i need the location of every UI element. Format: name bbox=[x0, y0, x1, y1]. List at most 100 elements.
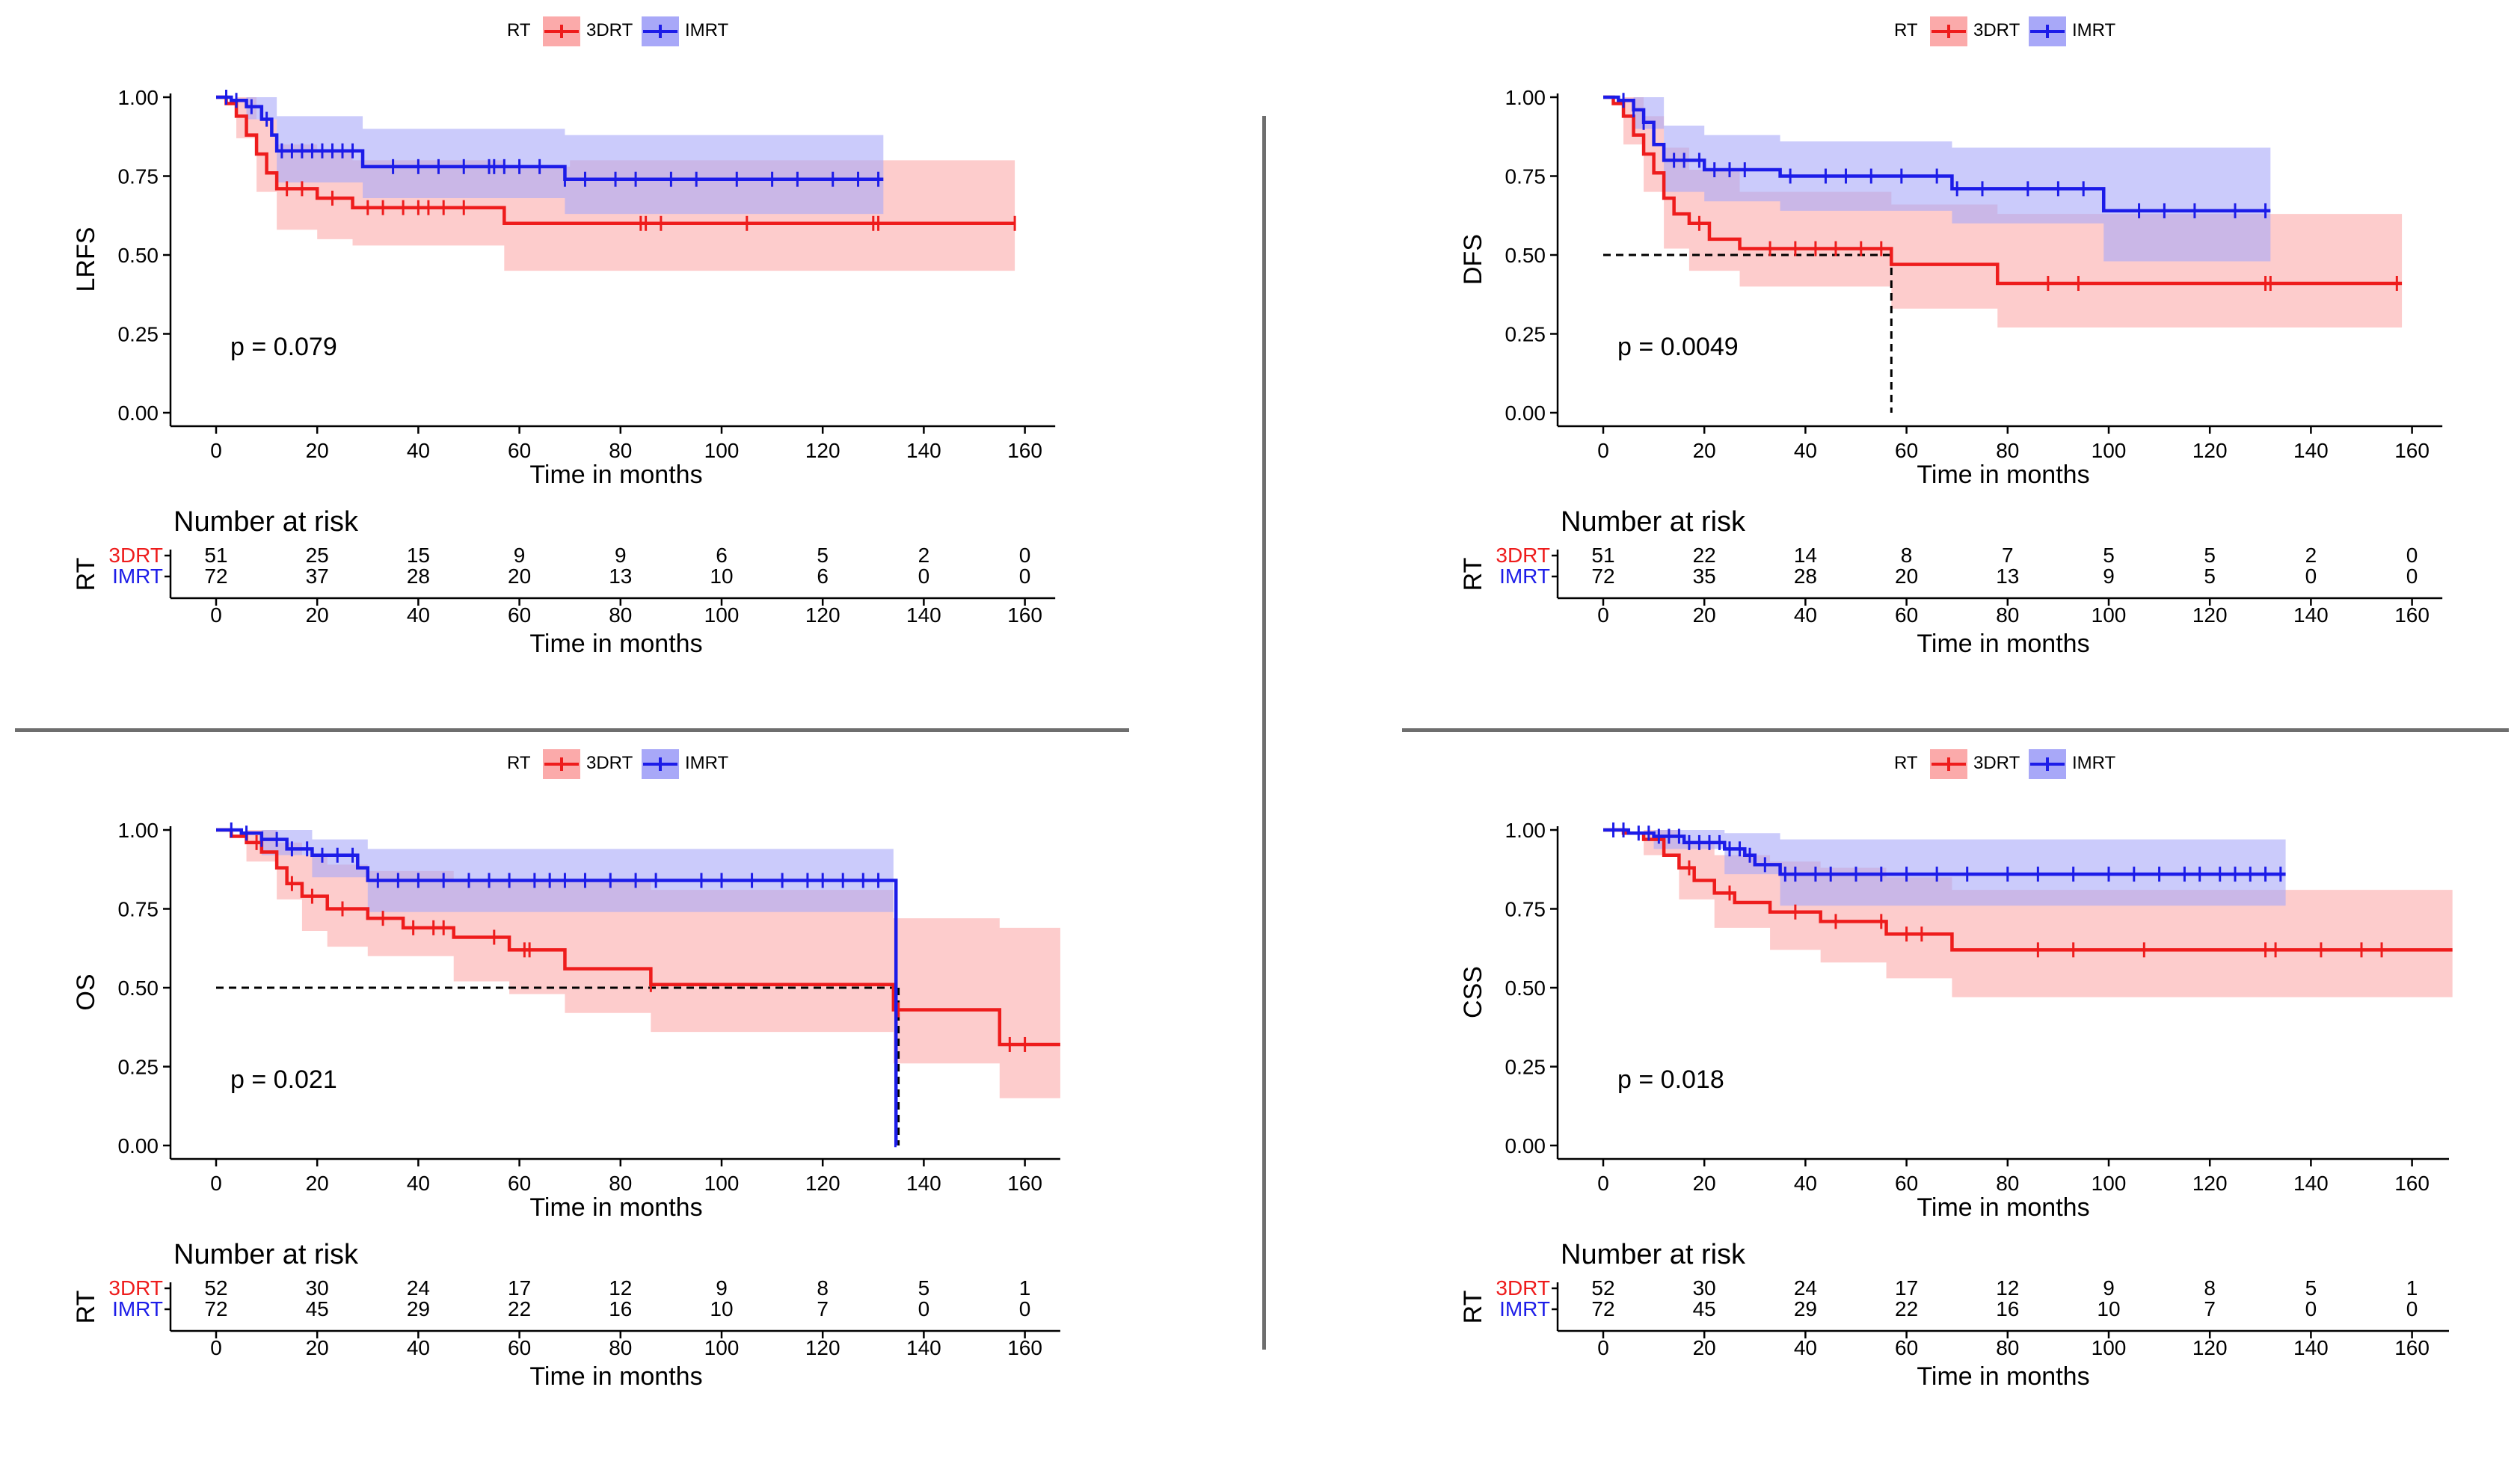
risk-x-tick-label: 0 bbox=[210, 603, 222, 627]
risk-count-3drt: 30 bbox=[1693, 1276, 1716, 1300]
risk-count-3drt: 1 bbox=[1019, 1276, 1031, 1300]
risk-count-imrt: 0 bbox=[2406, 1297, 2418, 1320]
risk-count-3drt: 52 bbox=[1591, 1276, 1614, 1300]
risk-x-tick-label: 0 bbox=[210, 1336, 222, 1359]
risk-row-label-imrt: IMRT bbox=[1499, 565, 1550, 588]
legend-label-imrt: IMRT bbox=[685, 20, 729, 40]
risk-x-tick-label: 40 bbox=[1794, 603, 1817, 627]
risk-count-imrt: 0 bbox=[918, 1297, 930, 1320]
risk-count-3drt: 12 bbox=[609, 1276, 632, 1300]
risk-count-3drt: 8 bbox=[817, 1276, 829, 1300]
risk-count-3drt: 30 bbox=[306, 1276, 329, 1300]
x-tick-label: 40 bbox=[1794, 1172, 1817, 1195]
risk-x-tick-label: 140 bbox=[2293, 603, 2329, 627]
risk-count-3drt: 2 bbox=[2305, 544, 2317, 567]
risk-x-tick-label: 80 bbox=[609, 1336, 632, 1359]
risk-x-tick-label: 20 bbox=[1693, 1336, 1716, 1359]
y-tick-label: 0.25 bbox=[1505, 1056, 1546, 1079]
legend-label-3drt: 3DRT bbox=[586, 753, 633, 773]
risk-row-label-3drt: 3DRT bbox=[1496, 1276, 1550, 1300]
risk-x-axis-title: Time in months bbox=[1917, 630, 2089, 658]
x-tick-label: 140 bbox=[906, 439, 941, 462]
right-horizontal-divider bbox=[1402, 728, 2509, 732]
risk-count-imrt: 29 bbox=[407, 1297, 430, 1320]
x-tick-label: 140 bbox=[906, 1172, 941, 1195]
legend-title: RT bbox=[507, 753, 531, 773]
y-tick-label: 0.00 bbox=[1505, 1134, 1546, 1157]
risk-table-ylabel: RT bbox=[72, 558, 100, 591]
x-tick-label: 160 bbox=[1007, 1172, 1042, 1195]
x-tick-label: 120 bbox=[805, 1172, 840, 1195]
x-tick-label: 100 bbox=[2092, 1172, 2127, 1195]
risk-row-label-imrt: IMRT bbox=[112, 565, 163, 588]
x-tick-label: 0 bbox=[210, 439, 222, 462]
risk-count-3drt: 9 bbox=[615, 544, 627, 567]
risk-count-imrt: 10 bbox=[2097, 1297, 2120, 1320]
risk-count-imrt: 13 bbox=[609, 565, 632, 588]
risk-count-3drt: 51 bbox=[204, 544, 227, 567]
legend: RT 3DRT IMRT bbox=[507, 749, 729, 779]
p-value: p = 0.021 bbox=[230, 1065, 337, 1094]
risk-count-imrt: 6 bbox=[817, 565, 829, 588]
risk-count-imrt: 16 bbox=[1996, 1297, 2019, 1320]
risk-count-imrt: 5 bbox=[2204, 565, 2216, 588]
risk-x-tick-label: 140 bbox=[906, 603, 941, 627]
risk-table-title: Number at risk bbox=[1561, 506, 1746, 538]
y-tick-label: 0.25 bbox=[118, 323, 159, 346]
risk-count-imrt: 0 bbox=[1019, 565, 1031, 588]
risk-count-3drt: 12 bbox=[1996, 1276, 2019, 1300]
y-axis-title: CSS bbox=[1459, 966, 1487, 1018]
risk-count-imrt: 28 bbox=[1794, 565, 1817, 588]
x-tick-label: 80 bbox=[609, 1172, 632, 1195]
risk-table-ylabel: RT bbox=[1459, 558, 1487, 591]
legend: RT 3DRT IMRT bbox=[1894, 16, 2116, 46]
ci-band-imrt bbox=[216, 830, 894, 912]
legend-label-3drt: 3DRT bbox=[1973, 20, 2020, 40]
risk-x-tick-label: 20 bbox=[306, 1336, 329, 1359]
risk-count-imrt: 20 bbox=[508, 565, 531, 588]
legend-title: RT bbox=[1894, 753, 1918, 773]
risk-count-imrt: 0 bbox=[2305, 1297, 2317, 1320]
risk-count-3drt: 5 bbox=[2204, 544, 2216, 567]
legend-label-imrt: IMRT bbox=[685, 753, 729, 773]
risk-x-tick-label: 100 bbox=[704, 603, 740, 627]
x-tick-label: 60 bbox=[508, 1172, 531, 1195]
risk-x-tick-label: 120 bbox=[805, 603, 840, 627]
risk-x-tick-label: 100 bbox=[2092, 1336, 2127, 1359]
risk-x-tick-label: 160 bbox=[1007, 1336, 1042, 1359]
legend-title: RT bbox=[507, 20, 531, 40]
x-tick-label: 20 bbox=[306, 439, 329, 462]
risk-count-imrt: 7 bbox=[2204, 1297, 2216, 1320]
y-tick-label: 0.75 bbox=[1505, 165, 1546, 188]
y-tick-label: 0.00 bbox=[118, 402, 159, 425]
legend-title: RT bbox=[1894, 20, 1918, 40]
x-tick-label: 120 bbox=[805, 439, 840, 462]
risk-count-3drt: 51 bbox=[1591, 544, 1614, 567]
risk-count-3drt: 8 bbox=[2204, 1276, 2216, 1300]
legend-label-3drt: 3DRT bbox=[586, 20, 633, 40]
y-tick-label: 0.75 bbox=[118, 165, 159, 188]
risk-x-tick-label: 20 bbox=[1693, 603, 1716, 627]
risk-x-tick-label: 0 bbox=[1597, 1336, 1609, 1359]
risk-count-imrt: 10 bbox=[710, 565, 733, 588]
risk-count-3drt: 5 bbox=[2103, 544, 2115, 567]
risk-count-imrt: 7 bbox=[817, 1297, 829, 1320]
risk-x-tick-label: 40 bbox=[1794, 1336, 1817, 1359]
legend-label-imrt: IMRT bbox=[2072, 753, 2116, 773]
risk-row-label-imrt: IMRT bbox=[1499, 1297, 1550, 1320]
risk-x-tick-label: 60 bbox=[1895, 1336, 1918, 1359]
x-tick-label: 40 bbox=[407, 1172, 430, 1195]
x-axis-title: Time in months bbox=[529, 1193, 702, 1222]
survival-curve-3drt bbox=[1603, 828, 2453, 952]
y-tick-label: 0.50 bbox=[118, 244, 159, 267]
y-tick-label: 1.00 bbox=[118, 86, 159, 109]
x-tick-label: 100 bbox=[2092, 439, 2127, 462]
risk-count-imrt: 10 bbox=[710, 1297, 733, 1320]
survival-curve-imrt bbox=[1603, 828, 2286, 876]
risk-count-3drt: 1 bbox=[2406, 1276, 2418, 1300]
x-tick-label: 60 bbox=[508, 439, 531, 462]
x-tick-label: 100 bbox=[704, 439, 740, 462]
risk-x-tick-label: 0 bbox=[1597, 603, 1609, 627]
risk-x-tick-label: 60 bbox=[1895, 603, 1918, 627]
